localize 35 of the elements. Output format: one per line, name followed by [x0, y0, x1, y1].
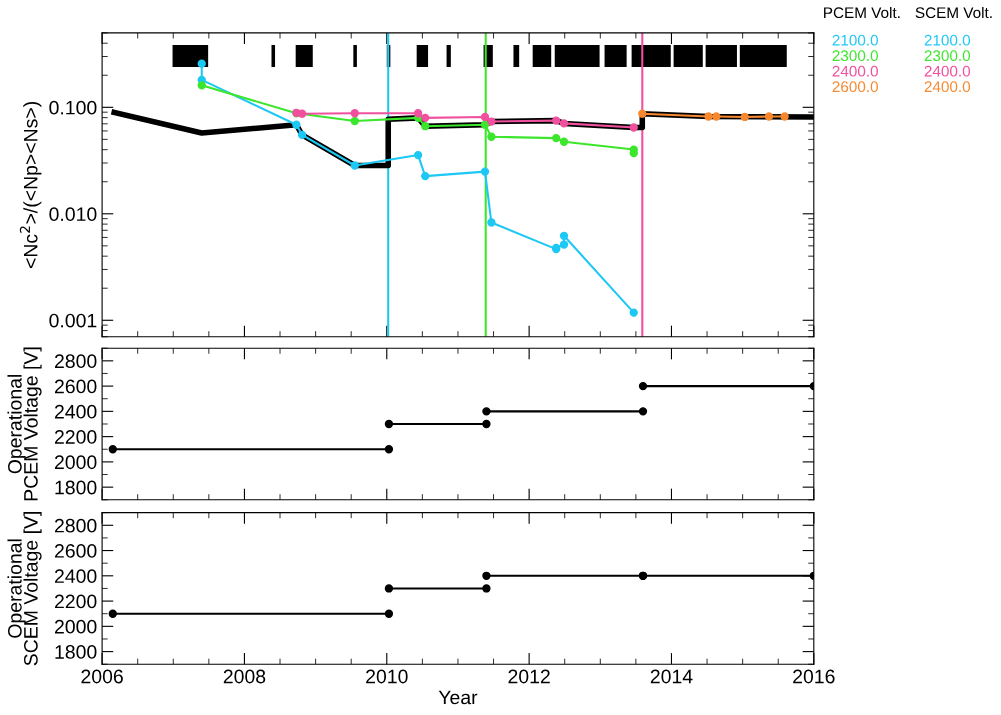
y-axis-title: Operational SCEM Voltage [V]	[7, 512, 42, 666]
y-tick-label: 1800	[55, 645, 97, 659]
y-axis-title: <Nc$^{2}$>/(<Np><Ns>)	[19, 101, 42, 269]
text: 2300.0	[832, 50, 878, 62]
y-tick-label: 2800	[54, 354, 97, 369]
x-axis-title: Year	[438, 690, 478, 705]
y-tick-label: 2000	[54, 455, 97, 470]
x-tick-label: 2016	[793, 669, 835, 684]
text: 2300.0	[924, 50, 971, 62]
y-axis-title: Operational PCEM Voltage [V]	[7, 347, 42, 501]
x-tick-label: 2012	[508, 669, 550, 684]
x-tick-label: 2010	[366, 669, 408, 684]
text: PCEM Volt.	[824, 6, 900, 19]
y-tick-label: 2800	[54, 518, 97, 533]
y-tick-label: 0.010	[49, 207, 97, 222]
x-tick-label: 2014	[650, 669, 693, 684]
y-tick-label: 2200	[54, 594, 97, 609]
text: 2100.0	[832, 34, 878, 46]
y-tick-label: 1800	[55, 480, 97, 495]
y-tick-label: 0.100	[49, 100, 97, 115]
y-tick-label: 2400	[54, 404, 97, 419]
text: 2100.0	[924, 34, 971, 46]
text: 2400.0	[924, 65, 971, 77]
text: SCEM Volt.	[915, 6, 992, 19]
y-tick-label: 0.001	[49, 313, 97, 328]
text: 2400.0	[832, 65, 878, 77]
y-tick-label: 2400	[54, 569, 97, 584]
x-tick-label: 2008	[223, 669, 266, 684]
y-tick-label: 2600	[54, 544, 97, 558]
text: 2600.0	[832, 81, 878, 93]
y-tick-label: 2200	[54, 430, 97, 444]
x-tick-label: 2006	[81, 669, 123, 684]
y-tick-label: 2000	[54, 619, 97, 634]
text: 2400.0	[924, 81, 971, 93]
y-tick-label: 2600	[54, 379, 97, 394]
